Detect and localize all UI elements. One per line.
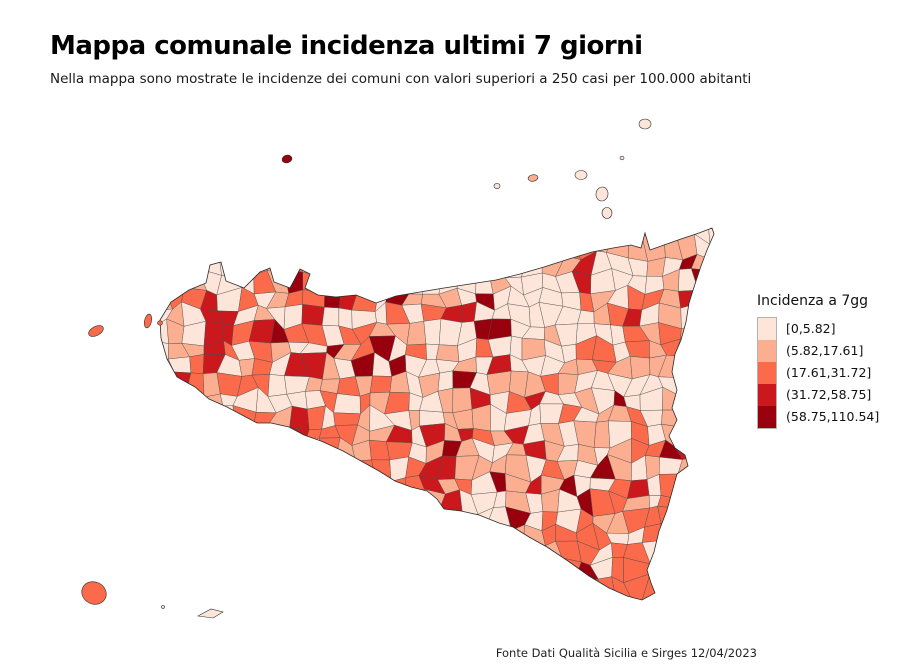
legend-swatch-5	[758, 406, 776, 428]
comune-cell	[333, 412, 361, 426]
comune-cell	[301, 304, 325, 326]
comune-cell	[267, 374, 287, 397]
island-alicudi	[493, 183, 501, 189]
legend-swatch-3	[758, 362, 776, 384]
legend-swatch-column	[757, 317, 777, 429]
comune-cell	[423, 318, 442, 345]
comune-cell	[321, 307, 340, 327]
legend-swatch-1	[758, 318, 776, 340]
comune-cell	[471, 404, 491, 432]
island-stromboli	[638, 118, 652, 130]
comune-cell	[486, 370, 512, 396]
island-linosa	[161, 605, 165, 609]
legend-label-5: (58.75,110.54]	[786, 408, 880, 424]
comune-cell	[435, 344, 460, 363]
comune-cell	[593, 420, 611, 449]
comune-cell	[406, 321, 427, 346]
legend-label-3: (17.61,31.72]	[786, 364, 872, 380]
island-levanzo	[143, 313, 153, 329]
legend-swatch-4	[758, 384, 776, 406]
island-panarea	[619, 155, 625, 161]
page-subtitle: Nella mappa sono mostrate le incidenze d…	[50, 70, 752, 87]
comune-cell	[437, 370, 454, 392]
source-caption: Fonte Dati Qualità Sicilia e Sirges 12/0…	[495, 646, 757, 660]
legend-label-4: (31.72,58.75]	[786, 386, 872, 402]
header: Mappa comunale incidenza ultimi 7 giorni…	[50, 31, 860, 87]
comune-cell	[369, 375, 392, 394]
page-title: Mappa comunale incidenza ultimi 7 giorni	[50, 31, 643, 61]
legend-body: [0,5.82] (5.82,17.61] (17.61,31.72] (31.…	[757, 317, 879, 429]
sicily-coastline	[159, 227, 715, 601]
comune-cell	[189, 354, 205, 374]
island-filicudi	[527, 174, 539, 182]
island-pantelleria	[81, 581, 107, 605]
comune-cell	[333, 393, 361, 414]
island-salina	[574, 170, 588, 180]
legend-label-1: [0,5.82]	[786, 320, 836, 336]
legend: Incidenza a 7gg [0,5.82] (5.82,17.61] (1…	[757, 293, 879, 429]
island-lampedusa	[197, 608, 224, 619]
legend-label-column: [0,5.82] (5.82,17.61] (17.61,31.72] (31.…	[786, 317, 879, 429]
island-vulcano	[601, 207, 613, 219]
comune-cell	[289, 406, 310, 431]
island-favignana	[88, 325, 104, 337]
legend-label-2: (5.82,17.61]	[786, 342, 864, 358]
comune-cell	[452, 387, 473, 414]
island-lipari	[595, 186, 609, 202]
comune-cell	[419, 410, 446, 427]
legend-title: Incidenza a 7gg	[757, 293, 869, 309]
island-ustica	[281, 154, 293, 164]
comune-cell	[708, 228, 714, 245]
island-marettimo	[157, 320, 163, 326]
legend-swatch-2	[758, 340, 776, 362]
comune-cell	[338, 307, 353, 330]
comune-cell	[623, 573, 651, 600]
